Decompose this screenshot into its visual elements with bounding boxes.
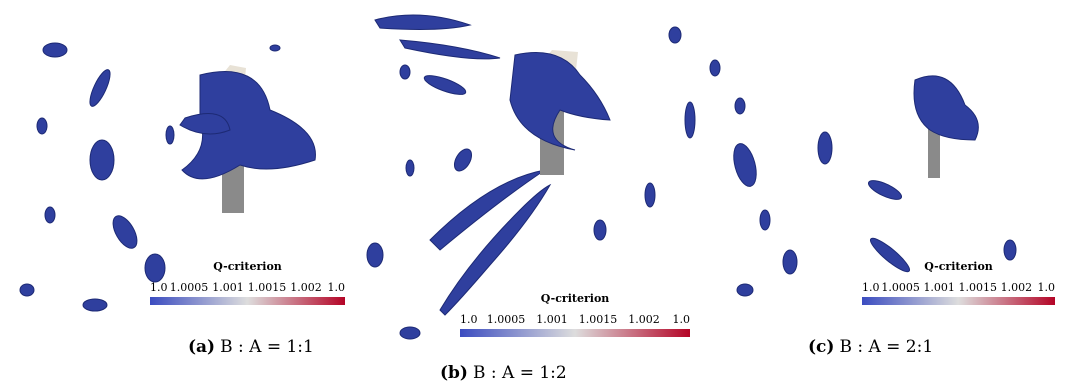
colorbar-gradient: [862, 297, 1055, 305]
colorbar-tick-label: 1.002: [290, 281, 322, 294]
colorbar-title: Q-criterion: [213, 260, 282, 273]
colorbar-tick-label: 1.0: [862, 281, 880, 294]
colorbar-tick-label: 1.002: [628, 313, 660, 326]
colorbar-title: Q-criterion: [541, 292, 610, 305]
colorbar-tick-label: 1.0015: [959, 281, 998, 294]
render-a: [19, 42, 316, 312]
caption-label: (a): [188, 337, 215, 357]
caption-text: B : A = 1:2: [473, 363, 567, 383]
colorbar-tick-label: 1.0: [1038, 281, 1056, 294]
colorbar-tick-label: 1.0005: [881, 281, 920, 294]
colorbar-tick-label: 1.001: [536, 313, 568, 326]
colorbar-tick-label: 1.0: [460, 313, 478, 326]
render-b: [366, 14, 696, 340]
colorbar-tick-label: 1.0005: [170, 281, 209, 294]
colorbar-tick-label: 1.0: [328, 281, 346, 294]
colorbar-tick-label: 1.0: [150, 281, 168, 294]
colorbar-tick-label: 1.001: [923, 281, 955, 294]
render-c: [709, 59, 1017, 297]
colorbar-tick-label: 1.001: [212, 281, 244, 294]
caption: (c) B : A = 2:1: [808, 337, 933, 357]
caption-text: B : A = 2:1: [839, 337, 933, 357]
caption: (a) B : A = 1:1: [188, 337, 314, 357]
colorbar-gradient: [460, 329, 690, 337]
colorbar-title: Q-criterion: [924, 260, 993, 273]
caption: (b) B : A = 1:2: [440, 363, 567, 383]
colorbar-tick-label: 1.0: [673, 313, 691, 326]
caption-label: (b): [440, 363, 468, 383]
colorbar-tick-label: 1.0015: [579, 313, 618, 326]
colorbar-gradient: [150, 297, 345, 305]
colorbar-tick-label: 1.0015: [248, 281, 287, 294]
colorbar-tick-label: 1.002: [1001, 281, 1033, 294]
colorbar-tick-label: 1.0005: [487, 313, 526, 326]
caption-text: B : A = 1:1: [220, 337, 314, 357]
colorbar: Q-criterion 1.0 1.0005 1.001 1.0015 1.002 1.0: [460, 292, 690, 337]
caption-label: (c): [808, 337, 834, 357]
